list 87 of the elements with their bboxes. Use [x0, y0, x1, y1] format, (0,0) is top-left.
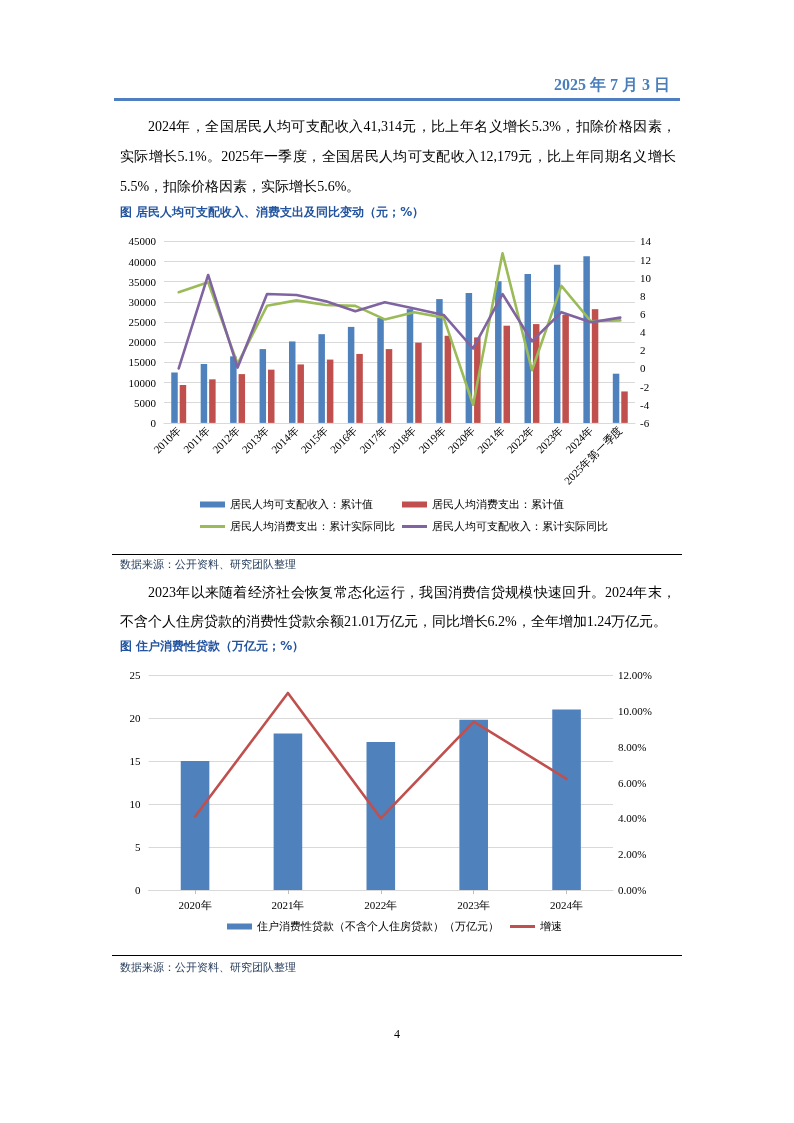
bar — [297, 364, 304, 423]
legend-label: 居民人均可支配收入：累计值 — [230, 498, 373, 511]
y-tick-label: 0 — [135, 884, 142, 896]
y-tick-label: 0 — [150, 416, 157, 429]
y2-tick-label: 12.00% — [618, 669, 652, 681]
bar — [356, 353, 363, 423]
bar — [200, 364, 208, 423]
y2-tick-label: 10.00% — [618, 704, 652, 717]
y-tick-label: 10000 — [128, 376, 157, 389]
y-tick-label: 10 — [129, 798, 142, 810]
bar — [238, 374, 246, 423]
y2-tick-label: 8.00% — [618, 740, 647, 753]
bar — [377, 318, 384, 423]
bar — [268, 369, 275, 423]
y-tick-label: 35000 — [128, 275, 157, 288]
bar — [406, 309, 414, 423]
text: 2025 年 7 月 3 日 — [554, 76, 670, 94]
x-tick-label: 2022年 — [364, 898, 398, 911]
y2-tick-label: 10 — [640, 271, 652, 284]
bar — [230, 356, 237, 423]
text: 4 — [394, 1027, 400, 1042]
bar — [591, 309, 599, 423]
y-tick-label: 15 — [129, 755, 142, 767]
y2-tick-label: 8 — [640, 289, 646, 302]
y-tick-label: 25 — [129, 669, 142, 681]
y-tick-label: 15000 — [128, 356, 157, 369]
bar — [273, 733, 303, 890]
bar — [415, 342, 422, 423]
y2-tick-label: 4.00% — [618, 812, 647, 825]
text: 2024年，全国居民人均可支配收入41,314元，比上年名义增长5.3%，扣除价格因素，实际增长5.1%。2025年一季度，全国居民人均可支配收入12,179元，比上年同期名义增长5.5%，扣除价格因素，实际增长5.6%。 — [120, 118, 676, 196]
bar — [562, 314, 569, 423]
bar — [209, 379, 216, 423]
text: 2023年以来随着经济社会恢复常态化运行，我国消费信贷规模快速回升。2024年末，不含个人住房贷款的消费性贷款余额21.01万亿元，同比增长6.2%，全年增加1.24万亿元。 — [120, 584, 676, 631]
bar — [436, 299, 443, 423]
bar — [259, 349, 267, 423]
legend-label: 增速 — [539, 920, 562, 933]
x-tick-label: 2023年 — [457, 898, 491, 911]
bar — [326, 359, 334, 423]
source-note: 数据来源：公开资料、研究团队整理 — [120, 961, 296, 975]
bar — [503, 325, 511, 423]
bar — [171, 372, 178, 423]
bar — [621, 391, 628, 423]
chart-title: 图 居民人均可支配收入、消费支出及同比变动（元；%） — [120, 204, 425, 221]
y2-tick-label: 0 — [640, 362, 646, 375]
bar — [495, 281, 502, 423]
y-tick-label: 25000 — [128, 316, 157, 329]
y2-tick-label: 6 — [640, 308, 646, 320]
bar — [347, 326, 355, 423]
y2-tick-label: 6.00% — [618, 776, 647, 789]
y-tick-label: 30000 — [128, 295, 157, 308]
bar — [552, 709, 581, 890]
legend-label: 居民人均可支配收入：累计实际同比 — [432, 520, 608, 533]
bar — [459, 719, 488, 890]
source-note: 数据来源：公开资料、研究团队整理 — [120, 558, 296, 572]
y2-tick-label: 2.00% — [618, 848, 647, 861]
legend-label: 居民人均消费支出：累计实际同比 — [230, 520, 395, 533]
y-tick-label: 45000 — [128, 235, 157, 248]
y2-tick-label: 0.00% — [618, 884, 647, 896]
y-tick-label: 5 — [135, 841, 142, 853]
y2-tick-label: 4 — [640, 326, 646, 339]
bar — [318, 334, 325, 423]
chart-title: 图 住户消费性贷款（万亿元；%） — [120, 638, 305, 655]
y-tick-label: 5000 — [134, 396, 157, 409]
bar — [179, 384, 187, 423]
bar — [612, 373, 620, 423]
bar — [385, 349, 393, 423]
bar — [583, 256, 590, 423]
y2-tick-label: 2 — [640, 344, 646, 357]
bar — [288, 341, 296, 423]
y2-tick-label: 14 — [640, 235, 652, 248]
y-tick-label: 40000 — [128, 255, 157, 268]
line-series — [177, 273, 622, 370]
bar — [180, 761, 210, 890]
y2-tick-label: 12 — [640, 253, 651, 266]
line-series — [193, 691, 568, 820]
y2-tick-label: -2 — [640, 380, 650, 393]
y2-tick-label: -4 — [640, 398, 650, 411]
legend-label: 居民人均消费支出：累计值 — [432, 498, 564, 511]
x-tick-label: 2021年 — [271, 898, 305, 911]
y-tick-label: 20000 — [128, 336, 157, 349]
y2-tick-label: -6 — [640, 416, 650, 429]
legend-label: 住户消费性贷款（不含个人住房贷款）（万亿元） — [257, 920, 499, 933]
bar — [444, 335, 452, 423]
x-tick-label: 2020年 — [178, 898, 212, 911]
bar — [366, 742, 396, 890]
x-tick-label: 2024年 — [550, 898, 584, 911]
y-tick-label: 20 — [129, 712, 142, 724]
